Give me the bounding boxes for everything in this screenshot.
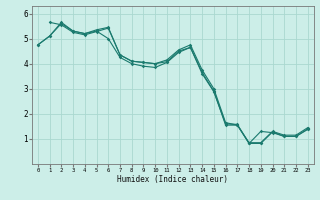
X-axis label: Humidex (Indice chaleur): Humidex (Indice chaleur)	[117, 175, 228, 184]
